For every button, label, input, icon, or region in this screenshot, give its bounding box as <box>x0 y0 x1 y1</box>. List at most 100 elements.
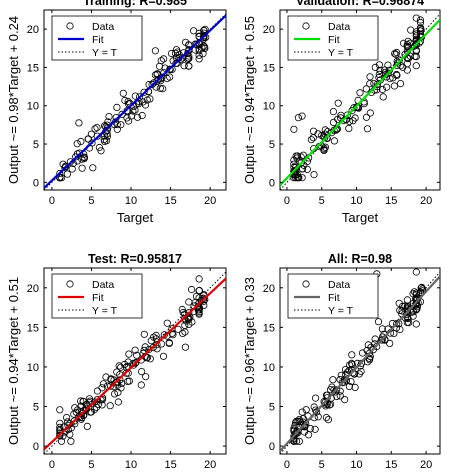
data-point <box>314 413 322 421</box>
data-point <box>111 390 119 398</box>
data-point <box>322 413 330 422</box>
x-axis-label: Target <box>117 210 154 225</box>
data-point <box>349 369 357 377</box>
data-point <box>66 430 74 438</box>
legend-label-identity: Y = T <box>92 47 118 59</box>
data-point <box>393 71 401 80</box>
y-tick-label: 20 <box>27 24 39 36</box>
legend-label-data: Data <box>92 279 114 291</box>
data-point <box>200 42 208 50</box>
data-point <box>83 422 91 430</box>
data-point <box>330 137 338 145</box>
y-tick-label: 5 <box>33 139 39 151</box>
data-point <box>314 130 322 138</box>
x-tick-label: 0 <box>49 195 55 207</box>
data-point <box>95 143 104 152</box>
data-point <box>351 114 359 122</box>
data-point <box>98 384 106 392</box>
data-point <box>185 54 193 62</box>
data-point <box>312 408 321 416</box>
legend-marker-data <box>66 22 74 30</box>
data-point <box>418 283 426 291</box>
data-point <box>139 98 147 106</box>
y-tick-label: 10 <box>27 362 39 374</box>
data-point <box>403 318 411 326</box>
legend-label-data: Data <box>92 21 114 33</box>
data-point <box>366 80 374 88</box>
data-point <box>403 296 411 304</box>
data-point <box>181 343 189 351</box>
data-point <box>201 295 209 304</box>
data-point <box>101 122 109 130</box>
y-tick-label: 15 <box>27 322 39 334</box>
y-tick-label: 15 <box>27 62 39 74</box>
data-point <box>106 382 115 390</box>
data-point <box>137 381 145 389</box>
chart-title: Test: R=0.95817 <box>88 252 182 266</box>
data-point <box>398 302 407 310</box>
data-point <box>358 349 367 357</box>
data-point <box>325 401 333 409</box>
x-tick-label: 5 <box>319 459 325 471</box>
data-point <box>143 353 152 362</box>
data-points <box>56 25 210 182</box>
data-point <box>195 299 203 307</box>
data-point <box>412 289 420 297</box>
data-point <box>195 51 203 59</box>
data-point <box>348 107 356 115</box>
data-point <box>412 305 420 313</box>
data-point <box>404 314 412 323</box>
data-point <box>89 164 97 172</box>
x-tick-label: 20 <box>204 459 216 471</box>
data-point <box>73 140 81 148</box>
legend-marker-data <box>66 280 74 288</box>
y-tick-label: 0 <box>269 441 275 453</box>
data-point <box>311 394 320 402</box>
data-point <box>157 75 165 83</box>
data-point <box>195 287 203 295</box>
data-point <box>298 112 306 120</box>
data-point <box>378 325 386 333</box>
y-tick-label: 10 <box>263 362 275 374</box>
data-point <box>366 109 374 117</box>
data-point <box>364 341 372 349</box>
x-tick-label: 5 <box>88 459 94 471</box>
data-point <box>70 410 78 418</box>
data-point <box>178 305 186 314</box>
data-point <box>412 62 420 70</box>
x-tick-label: 20 <box>420 459 432 471</box>
data-point <box>105 113 113 121</box>
data-point <box>157 340 166 348</box>
data-point <box>185 41 193 49</box>
data-point <box>321 126 329 134</box>
data-point <box>77 137 85 146</box>
data-point <box>185 62 193 70</box>
data-point <box>148 80 156 89</box>
x-tick-label: 15 <box>385 459 397 471</box>
y-tick-label: 20 <box>263 283 275 295</box>
data-point <box>311 425 319 433</box>
data-point <box>171 49 180 57</box>
data-point <box>391 49 399 58</box>
y-tick-label: 0 <box>33 441 39 453</box>
data-point <box>68 165 76 173</box>
data-point <box>365 349 374 357</box>
legend-marker-data <box>302 280 310 288</box>
data-point <box>299 415 307 423</box>
data-point <box>166 66 174 74</box>
data-point <box>416 24 425 33</box>
data-point <box>416 288 425 296</box>
data-point <box>131 92 139 100</box>
data-point <box>142 373 150 381</box>
legend-marker-data <box>302 22 310 30</box>
data-point <box>390 82 398 90</box>
data-point <box>177 55 185 64</box>
data-point <box>407 26 415 34</box>
data-point <box>153 70 161 79</box>
data-point <box>185 298 193 306</box>
data-point <box>59 160 67 168</box>
data-point <box>103 130 111 138</box>
data-point <box>303 165 311 173</box>
data-point <box>74 406 82 414</box>
